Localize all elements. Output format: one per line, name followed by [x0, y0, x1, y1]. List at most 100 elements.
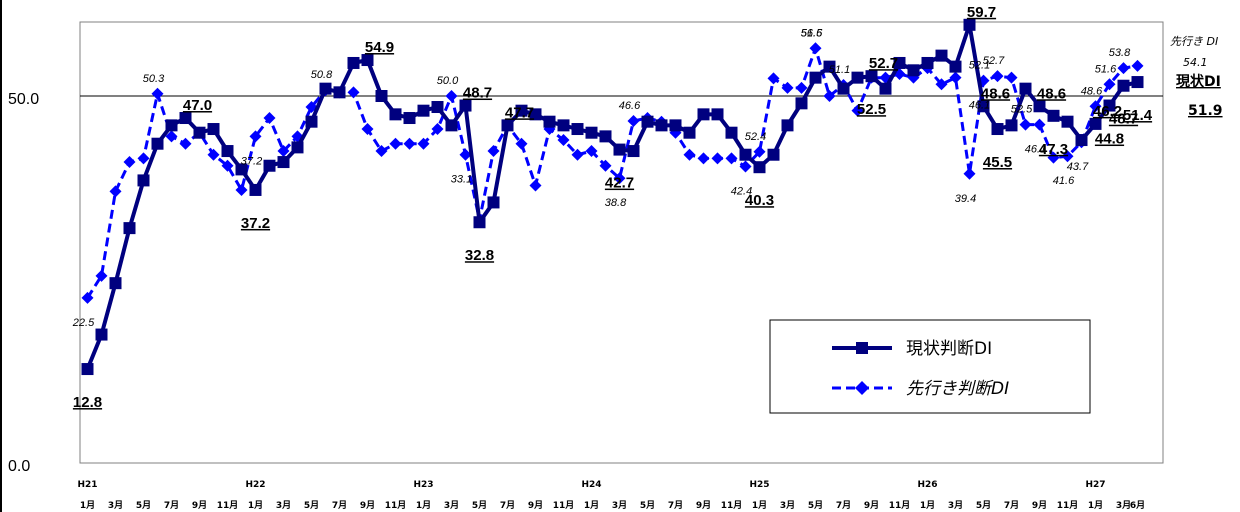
- x-tick-label: 11月: [889, 500, 911, 511]
- current-series-line: [85, 24, 1138, 370]
- current-data-label: 51.4: [1123, 107, 1153, 124]
- future-point: [1103, 78, 1116, 91]
- x-year-label: H24: [581, 480, 601, 490]
- x-tick-label: 7月: [836, 500, 851, 511]
- current-point: [1117, 79, 1130, 92]
- future-point: [263, 112, 276, 125]
- legend-current-marker: [856, 342, 868, 354]
- future-point: [207, 148, 220, 161]
- future-point: [1061, 150, 1074, 163]
- current-point: [347, 56, 360, 69]
- future-data-label: 46.1: [1025, 144, 1046, 156]
- x-tick-label: 7月: [332, 500, 347, 511]
- current-point: [599, 130, 612, 143]
- future-point: [137, 152, 150, 165]
- future-point: [599, 159, 612, 172]
- x-tick-label: 5月: [640, 500, 655, 511]
- future-point: [179, 137, 192, 150]
- current-point: [123, 222, 136, 235]
- current-point: [1089, 117, 1102, 130]
- current-data-label: 52.7: [869, 55, 898, 72]
- future-data-label: 42.4: [731, 185, 752, 197]
- future-data-label: 50.0: [437, 75, 459, 87]
- current-point: [389, 108, 402, 121]
- future-point: [249, 130, 262, 143]
- x-tick-label: 9月: [696, 500, 711, 511]
- future-point: [1047, 151, 1060, 164]
- current-data-label: 48.6: [981, 85, 1010, 102]
- x-tick-label: 9月: [1032, 500, 1047, 511]
- current-point: [291, 141, 304, 154]
- future-point: [991, 70, 1004, 83]
- future-point: [949, 71, 962, 84]
- future-point: [613, 172, 626, 185]
- current-point: [515, 104, 528, 117]
- future-point: [571, 148, 584, 161]
- future-point: [277, 145, 290, 158]
- current-point: [1005, 119, 1018, 132]
- current-point: [711, 108, 724, 121]
- current-point: [431, 101, 444, 114]
- current-point: [851, 71, 864, 84]
- current-point: [585, 126, 598, 139]
- current-point: [991, 123, 1004, 136]
- future-point: [767, 72, 780, 85]
- x-tick-label: 9月: [192, 500, 207, 511]
- future-point: [1131, 59, 1144, 72]
- current-point: [529, 108, 542, 121]
- current-data-label: 48.7: [463, 85, 492, 102]
- future-point: [963, 167, 976, 180]
- future-point: [1117, 62, 1130, 75]
- current-point: [809, 71, 822, 84]
- current-data-label: 52.5: [857, 101, 886, 118]
- future-point: [515, 137, 528, 150]
- current-point: [907, 64, 920, 77]
- future-point: [1089, 100, 1102, 113]
- future-data-label: 46.1: [969, 100, 990, 112]
- current-point: [417, 104, 430, 117]
- future-data-label: 50.8: [311, 69, 333, 81]
- future-data-label: 50.3: [143, 73, 165, 85]
- future-point: [151, 87, 164, 100]
- future-point: [683, 148, 696, 161]
- future-point: [375, 145, 388, 158]
- current-point: [543, 115, 556, 128]
- future-point: [851, 104, 864, 117]
- future-data-label: 41.6: [1053, 175, 1075, 187]
- current-data-label: 12.8: [73, 394, 102, 411]
- current-data-label: 32.8: [465, 247, 494, 264]
- current-point: [879, 82, 892, 95]
- current-data-label: 54.9: [365, 39, 394, 56]
- current-point: [473, 216, 486, 229]
- future-data-label: 33.1: [451, 174, 472, 186]
- future-data-label: 39.4: [955, 193, 976, 205]
- future-point: [417, 137, 430, 150]
- x-tick-label: 6月: [1130, 500, 1145, 511]
- future-data-label: 43.7: [1067, 161, 1089, 173]
- future-point: [753, 145, 766, 158]
- x-tick-label: 11月: [553, 500, 575, 511]
- future-point: [739, 160, 752, 173]
- future-point: [781, 81, 794, 94]
- current-data-label: 42.7: [605, 175, 634, 192]
- x-year-label: H27: [1085, 480, 1105, 490]
- legend-future-label: 先行き判断DI: [906, 379, 1009, 399]
- x-tick-label: 3月: [948, 500, 963, 511]
- x-year-label: H21: [77, 480, 97, 490]
- current-data-label: 47.0: [183, 97, 212, 114]
- legend-box: [769, 319, 1091, 414]
- plot-area: [79, 21, 1164, 464]
- future-point: [109, 185, 122, 198]
- current-point: [977, 100, 990, 113]
- current-point: [403, 112, 416, 125]
- x-tick-label: 7月: [164, 500, 179, 511]
- current-point: [557, 119, 570, 132]
- future-point: [403, 137, 416, 150]
- current-point: [207, 123, 220, 136]
- future-point: [487, 145, 500, 158]
- current-point: [641, 115, 654, 128]
- current-point: [725, 126, 738, 139]
- current-point: [795, 97, 808, 110]
- current-point: [459, 99, 472, 112]
